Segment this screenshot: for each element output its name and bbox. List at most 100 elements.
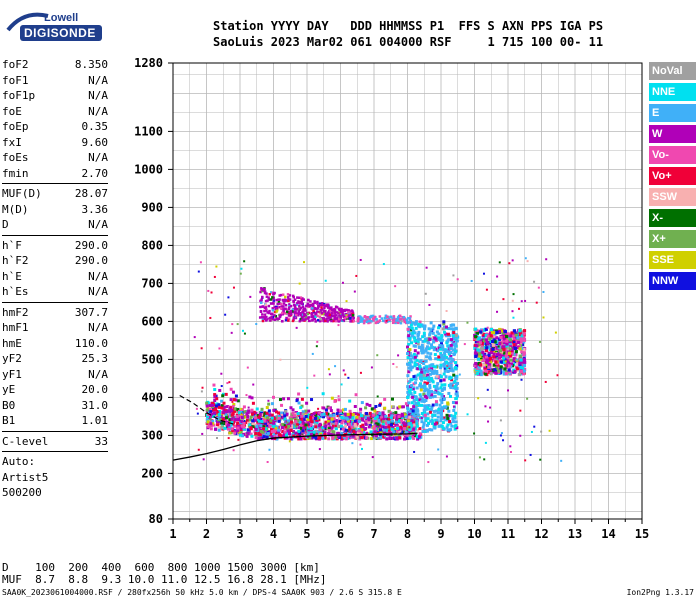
echo-point — [425, 381, 429, 385]
echo-point — [391, 321, 395, 325]
echo-point — [454, 424, 458, 428]
echo-point — [409, 323, 413, 327]
echo-point — [378, 426, 382, 430]
legend-item: Vo- — [649, 146, 696, 164]
echo-point — [421, 346, 425, 350]
param-name: foEp — [2, 120, 29, 133]
echo-point — [359, 443, 362, 446]
echo-point — [542, 316, 545, 319]
echo-point — [414, 410, 418, 414]
echo-point — [426, 373, 430, 377]
echo-point — [431, 421, 435, 425]
param-row: B1 1.01 — [2, 413, 108, 429]
echo-point — [367, 418, 371, 422]
echo-point — [201, 432, 204, 435]
echo-point — [274, 410, 278, 414]
echo-point — [295, 399, 299, 403]
echo-point — [453, 379, 457, 383]
param-value: 25.3 — [81, 352, 109, 365]
echo-point — [483, 345, 487, 350]
echo-point — [270, 312, 274, 316]
echo-point — [376, 395, 379, 398]
echo-point — [449, 356, 453, 360]
distance-row: D 100 200 400 600 800 1000 1500 3000 [km… — [2, 561, 320, 574]
echo-point — [242, 425, 246, 429]
echo-point — [319, 309, 323, 312]
echo-point — [397, 415, 401, 419]
echo-point — [336, 414, 340, 418]
echo-point — [200, 347, 203, 350]
echo-point — [217, 405, 221, 409]
echo-point — [427, 391, 431, 395]
echo-point — [256, 433, 260, 437]
echo-point — [304, 409, 308, 413]
echo-point — [224, 418, 228, 422]
echo-point — [455, 339, 459, 343]
echo-point — [227, 296, 230, 299]
echo-point — [408, 426, 411, 429]
param-value: 28.07 — [74, 187, 108, 200]
echo-point — [311, 432, 315, 436]
echo-point — [487, 370, 491, 374]
echo-point — [260, 287, 263, 290]
legend-item: E — [649, 104, 696, 122]
param-value: 290.0 — [74, 238, 108, 252]
echo-point — [356, 431, 360, 435]
echo-point — [420, 348, 424, 352]
echo-point — [227, 437, 230, 440]
echo-point — [506, 364, 510, 368]
echo-point — [404, 402, 408, 406]
echo-point — [435, 374, 439, 378]
echo-point — [418, 372, 422, 376]
echo-point — [326, 415, 330, 419]
echo-point — [323, 430, 327, 434]
echo-point — [491, 368, 495, 373]
echo-point — [411, 415, 415, 419]
echo-point — [439, 413, 443, 417]
echo-point — [290, 420, 294, 424]
echo-point — [398, 436, 402, 440]
echo-point — [499, 434, 502, 437]
echo-point — [448, 394, 452, 398]
echo-point — [440, 393, 444, 397]
echo-point — [402, 427, 406, 431]
echo-point — [488, 337, 492, 341]
x-tick-label: 11 — [501, 527, 515, 541]
echo-point — [238, 433, 242, 437]
echo-point — [429, 363, 433, 367]
echo-point — [412, 329, 416, 333]
echo-point — [220, 421, 224, 425]
echo-point — [269, 419, 273, 423]
echo-point — [502, 340, 506, 345]
echo-point — [267, 304, 271, 308]
echo-point — [502, 356, 506, 360]
echo-point — [314, 423, 318, 427]
echo-point — [407, 419, 411, 423]
polarization-legend: NoVal NNE E W Vo- Vo+ SSW X- X+ SSE NNW — [649, 62, 696, 293]
legend-item: X- — [649, 209, 696, 227]
echo-point — [290, 425, 294, 429]
echo-point — [261, 305, 264, 308]
echo-point — [292, 299, 295, 303]
param-value: 9.60 — [81, 135, 109, 149]
echo-point — [304, 318, 307, 321]
echo-point — [540, 430, 543, 433]
echo-point — [303, 437, 307, 441]
echo-point — [384, 316, 388, 319]
echo-point — [262, 424, 266, 428]
echo-point — [263, 419, 267, 423]
echo-point — [439, 366, 443, 370]
echo-point — [240, 407, 243, 410]
echo-point — [431, 365, 435, 369]
echo-point — [428, 383, 432, 387]
echo-point — [266, 424, 269, 427]
echo-point — [384, 314, 388, 318]
echo-point — [354, 431, 358, 435]
echo-point — [282, 310, 285, 313]
echo-point — [484, 349, 489, 353]
echo-point — [276, 302, 279, 306]
echo-point — [320, 413, 324, 417]
echo-point — [337, 395, 340, 398]
echo-point — [429, 328, 433, 332]
echo-point — [453, 414, 457, 418]
